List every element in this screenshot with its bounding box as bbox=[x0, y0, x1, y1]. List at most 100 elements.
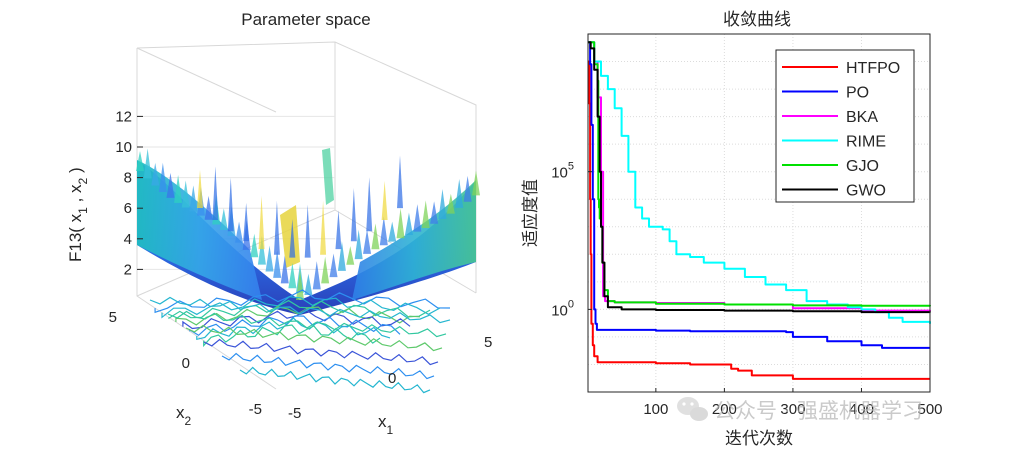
surface-spike bbox=[166, 172, 175, 198]
surface-spike bbox=[265, 245, 274, 272]
surface-spike bbox=[288, 263, 297, 289]
y-axis-ticks: 100 105 bbox=[551, 161, 592, 319]
surface-spike bbox=[381, 180, 388, 221]
x-tick-label: 100 bbox=[643, 401, 668, 418]
watermark: 公众号 · 强盛机器学习 bbox=[677, 397, 923, 423]
surface-spike bbox=[413, 204, 422, 232]
surface-spike bbox=[379, 216, 388, 246]
contour-line bbox=[185, 324, 443, 352]
surface-spike bbox=[204, 195, 213, 220]
contour-projection bbox=[149, 289, 451, 394]
y-tick-label: -5 bbox=[249, 401, 262, 418]
surface bbox=[136, 148, 480, 315]
contour-line bbox=[182, 308, 411, 330]
x-tick-label: 500 bbox=[917, 401, 942, 418]
surface-spike bbox=[257, 235, 266, 265]
legend-label: GWO bbox=[846, 183, 886, 200]
legend-label: PO bbox=[846, 85, 869, 102]
y-tick-label: 100 bbox=[551, 298, 574, 319]
x-axis-ticks: -5 0 5 bbox=[288, 334, 492, 422]
surface-spike bbox=[280, 255, 289, 284]
legend-label: RIME bbox=[846, 134, 886, 151]
surface-spike bbox=[136, 151, 144, 171]
surface-spike bbox=[219, 208, 228, 230]
surface-spike bbox=[151, 162, 160, 186]
x-axis-label: 迭代次数 bbox=[725, 429, 793, 449]
convergence-plot: 收敛曲线 100 200 300 400 500 100 105 迭代次数 适应度值 HT… bbox=[521, 10, 943, 449]
surface-spike bbox=[312, 261, 321, 290]
surface-plot-3d: Parameter space 2 4 6 8 10 12 -5 0 5 5 0 -5 x1 bbox=[66, 10, 492, 437]
contour-line bbox=[203, 324, 381, 348]
series-lines bbox=[587, 41, 931, 380]
surface-spike bbox=[304, 273, 313, 295]
z-tick-label: 4 bbox=[124, 231, 132, 248]
z-tick-label: 12 bbox=[115, 108, 132, 125]
z-axis-ticks: 2 4 6 8 10 12 bbox=[115, 108, 143, 278]
surface-spike bbox=[189, 185, 198, 212]
surface-spike bbox=[304, 204, 311, 258]
contour-line bbox=[239, 366, 431, 394]
surface-spike bbox=[455, 178, 464, 208]
surface-spike bbox=[472, 170, 480, 196]
surface-spike bbox=[463, 175, 472, 202]
surface-spike bbox=[421, 200, 430, 228]
surface-spike bbox=[430, 201, 439, 224]
surface-spike bbox=[181, 180, 190, 208]
y-tick-label: 105 bbox=[551, 161, 574, 182]
z-tick-label: 6 bbox=[124, 200, 132, 217]
surface-spike bbox=[258, 195, 265, 250]
contour-line bbox=[168, 299, 431, 320]
surface-spike bbox=[346, 246, 355, 265]
y-axis-label: 适应度值 bbox=[521, 179, 541, 247]
x-axis-label: x1 bbox=[378, 412, 394, 437]
z-axis-label: F13( x1 , x2 ) bbox=[66, 167, 90, 262]
surface-spike bbox=[212, 166, 219, 220]
surface-spike bbox=[158, 162, 167, 192]
surface-spike bbox=[235, 221, 244, 243]
surface-spike bbox=[273, 250, 282, 278]
z-tick-label: 2 bbox=[124, 261, 132, 278]
legend-label: BKA bbox=[846, 109, 878, 126]
series-line-gwo bbox=[588, 41, 931, 314]
surface-spike bbox=[354, 229, 363, 260]
surface-spike bbox=[320, 200, 327, 255]
surface-spike bbox=[350, 188, 357, 242]
surface-spike bbox=[438, 189, 447, 219]
x-tick-label: 5 bbox=[484, 334, 492, 351]
convergence-title: 收敛曲线 bbox=[723, 10, 791, 30]
x-tick-label: -5 bbox=[288, 405, 301, 422]
series-line-htfpo bbox=[587, 60, 930, 380]
legend-label: HTFPO bbox=[846, 60, 900, 77]
x-tick-label: 300 bbox=[780, 401, 805, 418]
contour-line bbox=[149, 296, 451, 324]
z-tick-label: 10 bbox=[115, 139, 132, 156]
legend: HTFPO PO BKA RIME GJO GWO bbox=[775, 49, 915, 203]
series-line-rime bbox=[588, 41, 931, 324]
surface-spike bbox=[321, 256, 330, 284]
x-tick-label: 400 bbox=[849, 401, 874, 418]
legend-label: GJO bbox=[846, 158, 879, 175]
surface-spike bbox=[446, 193, 455, 214]
x-axis-ticks: 100 200 300 400 500 bbox=[643, 388, 943, 418]
surface-spike bbox=[289, 219, 296, 258]
surface-spikes bbox=[136, 148, 480, 300]
surface-spike bbox=[143, 148, 152, 179]
surface-spike bbox=[250, 233, 259, 258]
y-tick-label: 5 bbox=[109, 309, 117, 326]
watermark-text: 公众号 · 强盛机器学习 bbox=[714, 399, 923, 423]
contour-line bbox=[221, 352, 435, 380]
surface-spike bbox=[371, 223, 380, 250]
surface-spike bbox=[363, 229, 372, 254]
contour-line bbox=[203, 338, 439, 366]
series-line-po bbox=[588, 41, 930, 349]
surface-spike bbox=[335, 210, 342, 250]
surface-spike bbox=[197, 170, 203, 208]
surface-spike bbox=[396, 208, 405, 239]
surface-spike bbox=[227, 177, 234, 232]
contour-line bbox=[154, 289, 451, 314]
surface-plot-title: Parameter space bbox=[241, 10, 370, 29]
contour-line bbox=[167, 310, 447, 338]
surface-spike bbox=[404, 212, 413, 236]
y-axis-label: x2 bbox=[176, 403, 192, 428]
